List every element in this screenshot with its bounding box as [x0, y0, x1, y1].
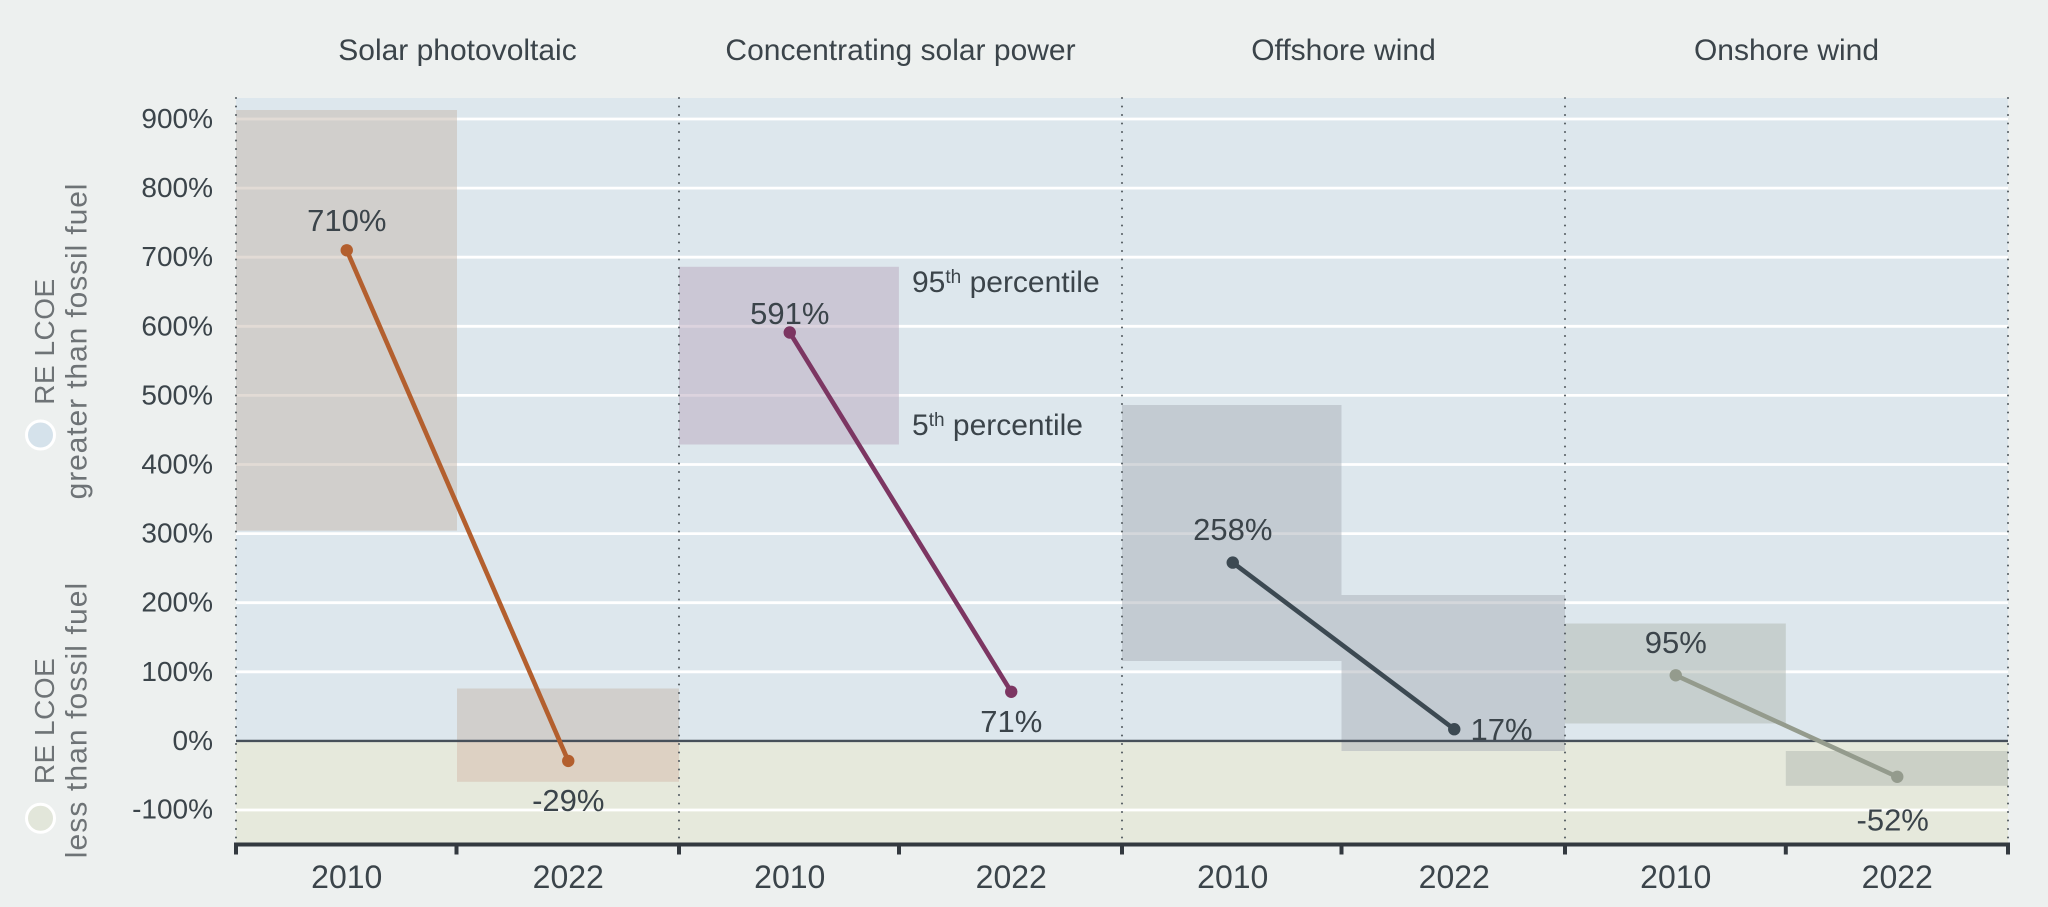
svg-text:5th percentile: 5th percentile: [912, 409, 1083, 442]
svg-text:2022: 2022: [533, 859, 604, 895]
svg-text:greater than fossil fuel: greater than fossil fuel: [61, 183, 94, 500]
svg-text:less than fossil fuel: less than fossil fuel: [61, 582, 94, 859]
svg-text:0%: 0%: [173, 725, 213, 756]
svg-text:591%: 591%: [750, 296, 829, 331]
svg-text:700%: 700%: [141, 241, 213, 272]
svg-text:71%: 71%: [980, 704, 1042, 739]
svg-text:2010: 2010: [1197, 859, 1268, 895]
svg-text:Solar photovoltaic: Solar photovoltaic: [338, 34, 576, 67]
svg-text:-52%: -52%: [1857, 803, 1929, 838]
svg-text:95th percentile: 95th percentile: [912, 266, 1100, 299]
svg-text:95%: 95%: [1645, 625, 1707, 660]
svg-text:17%: 17%: [1471, 712, 1533, 747]
svg-text:2010: 2010: [311, 859, 382, 895]
svg-text:Offshore wind: Offshore wind: [1251, 34, 1436, 67]
svg-text:600%: 600%: [141, 310, 213, 341]
svg-text:2022: 2022: [976, 859, 1047, 895]
svg-text:2010: 2010: [754, 859, 825, 895]
svg-text:-100%: -100%: [132, 794, 213, 825]
svg-text:400%: 400%: [141, 449, 213, 480]
svg-text:-29%: -29%: [532, 783, 604, 818]
svg-text:RE LCOE: RE LCOE: [29, 278, 60, 404]
svg-text:200%: 200%: [141, 587, 213, 618]
svg-text:100%: 100%: [141, 656, 213, 687]
svg-text:258%: 258%: [1193, 512, 1272, 547]
svg-text:2022: 2022: [1862, 859, 1933, 895]
svg-text:2010: 2010: [1640, 859, 1711, 895]
svg-text:500%: 500%: [141, 379, 213, 410]
svg-text:300%: 300%: [141, 518, 213, 549]
svg-text:Onshore wind: Onshore wind: [1694, 34, 1879, 67]
svg-text:RE LCOE: RE LCOE: [29, 658, 60, 784]
svg-text:710%: 710%: [307, 203, 386, 238]
svg-text:Concentrating solar power: Concentrating solar power: [725, 34, 1075, 67]
svg-text:800%: 800%: [141, 172, 213, 203]
svg-text:2022: 2022: [1419, 859, 1490, 895]
svg-text:900%: 900%: [141, 103, 213, 134]
